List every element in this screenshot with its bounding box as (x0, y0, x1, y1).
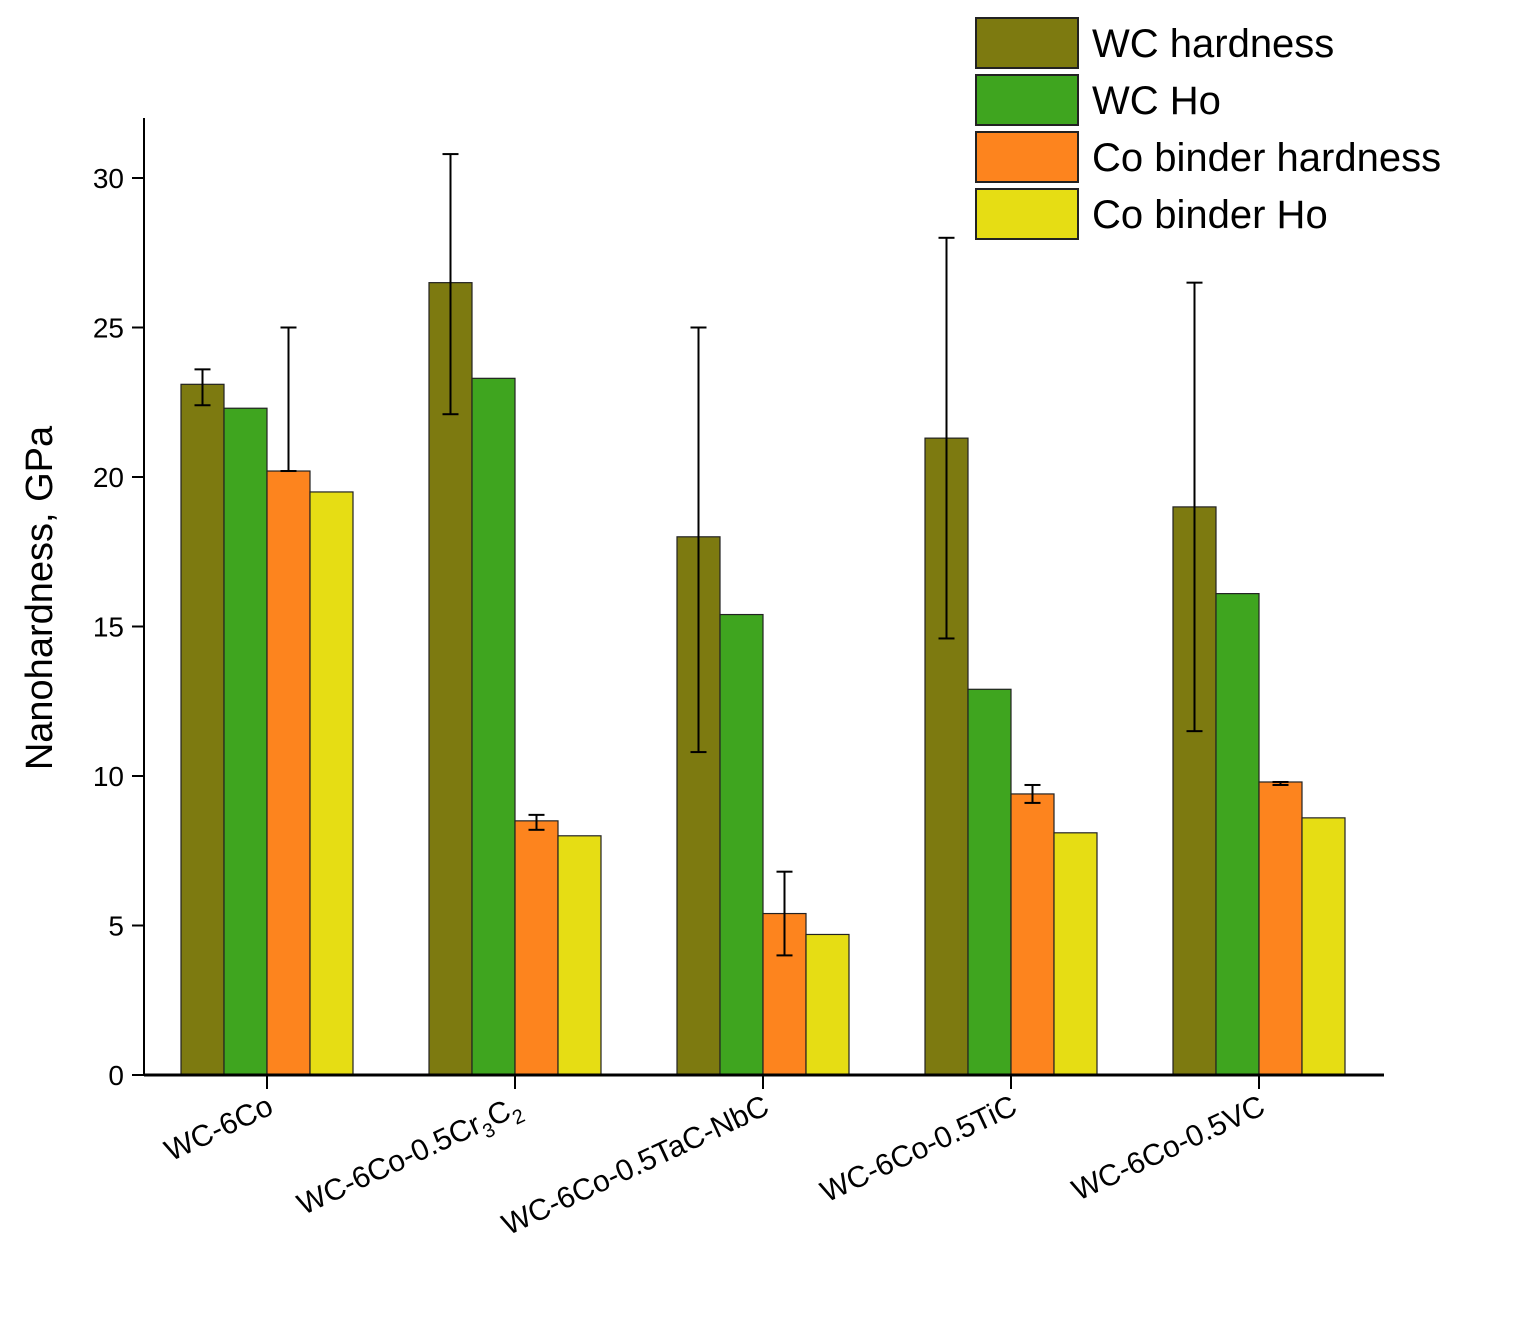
bar-co-binder-hardness-5 (1258, 781, 1303, 1076)
y-axis-title: Nanohardness, GPa (19, 425, 61, 770)
legend-swatch (975, 74, 1079, 126)
error-bar-co-binder-hardness-4 (1024, 783, 1041, 804)
error-bar-wc-hardness-4 (938, 236, 955, 640)
x-category-label: WC-6Co-0.5TiC (816, 1089, 1022, 1209)
bar-co-binder-ho-5 (1301, 817, 1346, 1076)
error-bar-wc-hardness-5 (1186, 281, 1203, 733)
legend-item-wc-ho: WC Ho (975, 74, 1221, 126)
bar-wc-ho-5 (1215, 593, 1260, 1076)
y-tick-label: 15 (93, 612, 124, 643)
bar-wc-ho-1 (223, 407, 268, 1076)
legend-swatch (975, 188, 1079, 240)
bar-wc-ho-2 (471, 377, 516, 1076)
error-bar-co-binder-hardness-1 (280, 326, 297, 473)
error-bar-wc-hardness-2 (442, 153, 459, 416)
legend-swatch (975, 17, 1079, 69)
legend-item-wc-hardness: WC hardness (975, 17, 1334, 69)
bar-co-binder-ho-3 (805, 933, 850, 1076)
y-tick-label: 10 (93, 761, 124, 792)
bar-co-binder-hardness-4 (1010, 793, 1055, 1076)
bar-co-binder-hardness-2 (514, 820, 559, 1076)
bar-wc-ho-4 (967, 688, 1012, 1076)
y-tick-label: 20 (93, 462, 124, 493)
bar-area (180, 282, 1346, 1076)
y-tick-label: 25 (93, 313, 124, 344)
bar-co-binder-ho-2 (557, 835, 602, 1076)
bar-wc-ho-3 (719, 613, 764, 1076)
legend-item-co-binder-ho: Co binder Ho (975, 188, 1328, 240)
legend-swatch (975, 131, 1079, 183)
bar-co-binder-ho-4 (1053, 832, 1098, 1076)
x-category-label: WC-6Co-0.5VC (1067, 1089, 1270, 1207)
legend-label: WC hardness (1092, 22, 1334, 66)
x-category-label: WC-6Co-0.5Cr3C2 (292, 1089, 528, 1227)
legend-label: WC Ho (1092, 79, 1221, 123)
error-bar-wc-hardness-1 (194, 368, 211, 407)
error-bars (194, 153, 1289, 957)
error-bar-wc-hardness-3 (690, 326, 707, 754)
legend-label: Co binder Ho (1092, 193, 1328, 237)
legend: WC hardness WC Ho Co binder hardness Co bin… (975, 17, 1441, 240)
x-category-label: WC-6Co-0.5TaC-NbC (497, 1089, 774, 1241)
bar-co-binder-ho-1 (309, 491, 354, 1076)
legend-label: Co binder hardness (1092, 136, 1441, 180)
y-tick-label: 5 (108, 911, 124, 942)
bar-co-binder-hardness-1 (266, 470, 311, 1076)
y-tick-label: 0 (108, 1060, 124, 1091)
legend-item-co-binder-hardness: Co binder hardness (975, 131, 1441, 183)
bar-wc-hardness-1 (180, 383, 225, 1076)
error-bar-co-binder-hardness-2 (528, 813, 545, 831)
error-bar-co-binder-hardness-5 (1272, 780, 1289, 786)
error-bar-co-binder-hardness-3 (776, 870, 793, 957)
y-tick-label: 30 (93, 163, 124, 194)
x-category-label: WC-6Co (160, 1089, 278, 1168)
y-ticks: 0 5 10 15 20 25 30 (93, 163, 144, 1091)
